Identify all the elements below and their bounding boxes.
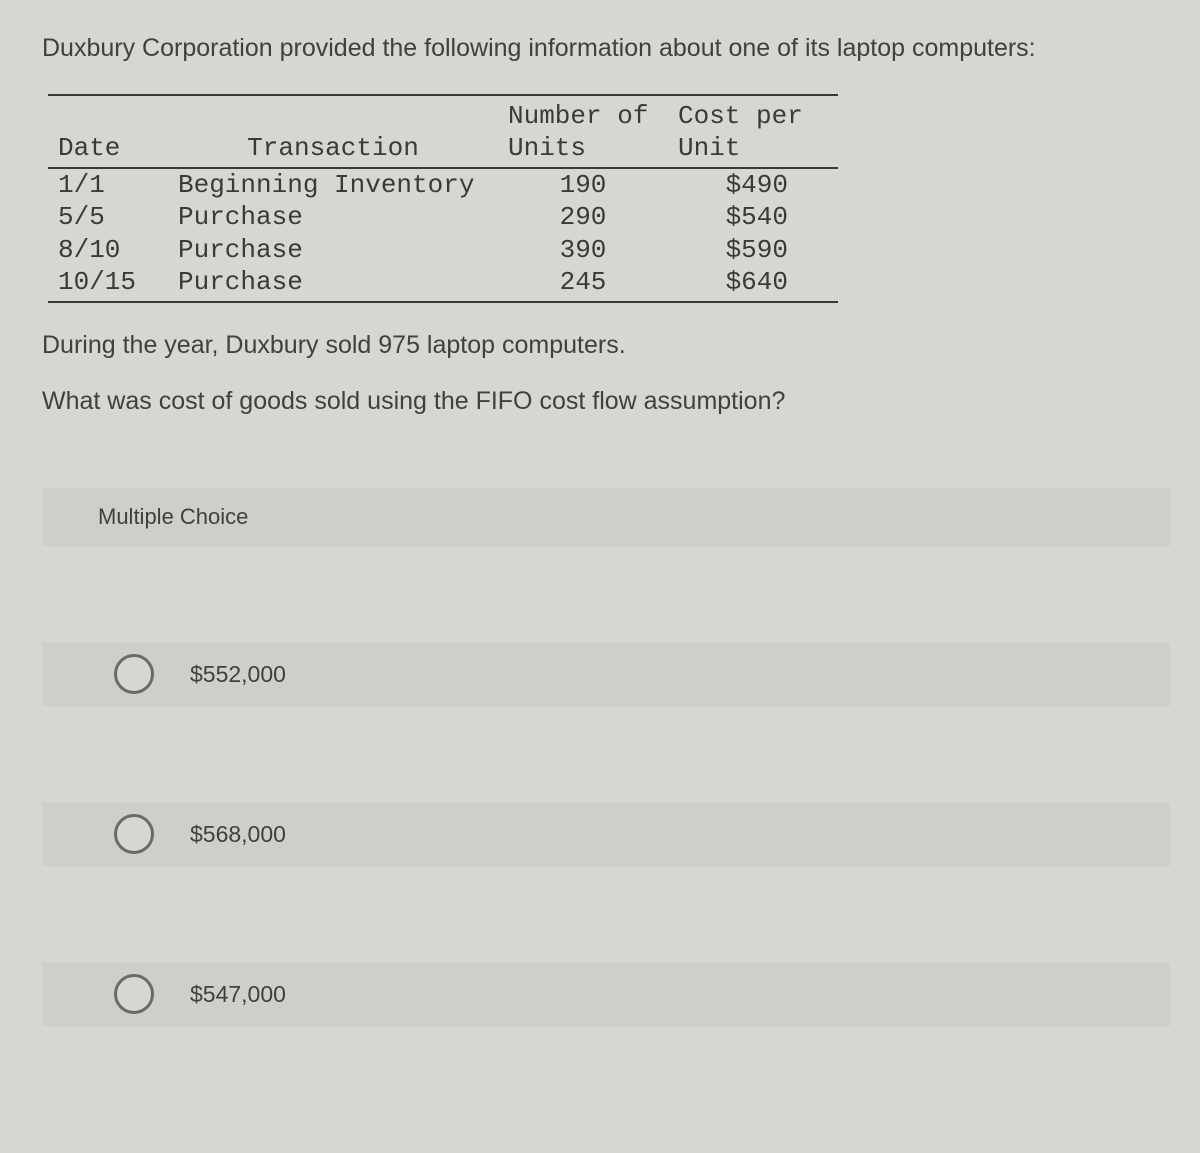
cell-units: 290 [498,201,668,234]
table-row: 10/15 Purchase 245 $640 [48,266,838,302]
table-row: 8/10 Purchase 390 $590 [48,234,838,267]
mc-label: Multiple Choice [42,488,1170,546]
cell-txn: Beginning Inventory [168,168,498,202]
radio-icon[interactable] [114,654,154,694]
th-blank-2 [168,95,498,133]
th-units-line1: Number of [498,95,668,133]
th-transaction: Transaction [168,132,498,168]
cell-txn: Purchase [168,201,498,234]
cell-cost: $540 [668,201,838,234]
choice-label: $552,000 [190,661,286,688]
choice-label: $547,000 [190,981,286,1008]
th-date: Date [48,132,168,168]
cell-txn: Purchase [168,234,498,267]
cell-units: 190 [498,168,668,202]
mid-text: During the year, Duxbury sold 975 laptop… [42,329,1170,363]
cell-cost: $640 [668,266,838,302]
radio-icon[interactable] [114,814,154,854]
th-cost-line1: Cost per [668,95,838,133]
choice-option[interactable]: $552,000 [42,642,1170,706]
cell-date: 8/10 [48,234,168,267]
cell-units: 245 [498,266,668,302]
intro-text: Duxbury Corporation provided the followi… [42,32,1170,66]
cell-date: 1/1 [48,168,168,202]
question-page: Duxbury Corporation provided the followi… [0,0,1200,1026]
choice-option[interactable]: $568,000 [42,802,1170,866]
inventory-table: Number of Cost per Date Transaction Unit… [48,94,838,303]
choice-label: $568,000 [190,821,286,848]
choice-option[interactable]: $547,000 [42,962,1170,1026]
table-row: 1/1 Beginning Inventory 190 $490 [48,168,838,202]
radio-icon[interactable] [114,974,154,1014]
table-row: 5/5 Purchase 290 $540 [48,201,838,234]
cell-txn: Purchase [168,266,498,302]
th-cost-line2: Unit [668,132,838,168]
th-units-line2: Units [498,132,668,168]
cell-units: 390 [498,234,668,267]
th-blank-1 [48,95,168,133]
cell-cost: $590 [668,234,838,267]
multiple-choice-block: Multiple Choice $552,000 $568,000 $547,0… [42,488,1170,1026]
cell-date: 10/15 [48,266,168,302]
cell-date: 5/5 [48,201,168,234]
question-text: What was cost of goods sold using the FI… [42,385,1170,419]
cell-cost: $490 [668,168,838,202]
